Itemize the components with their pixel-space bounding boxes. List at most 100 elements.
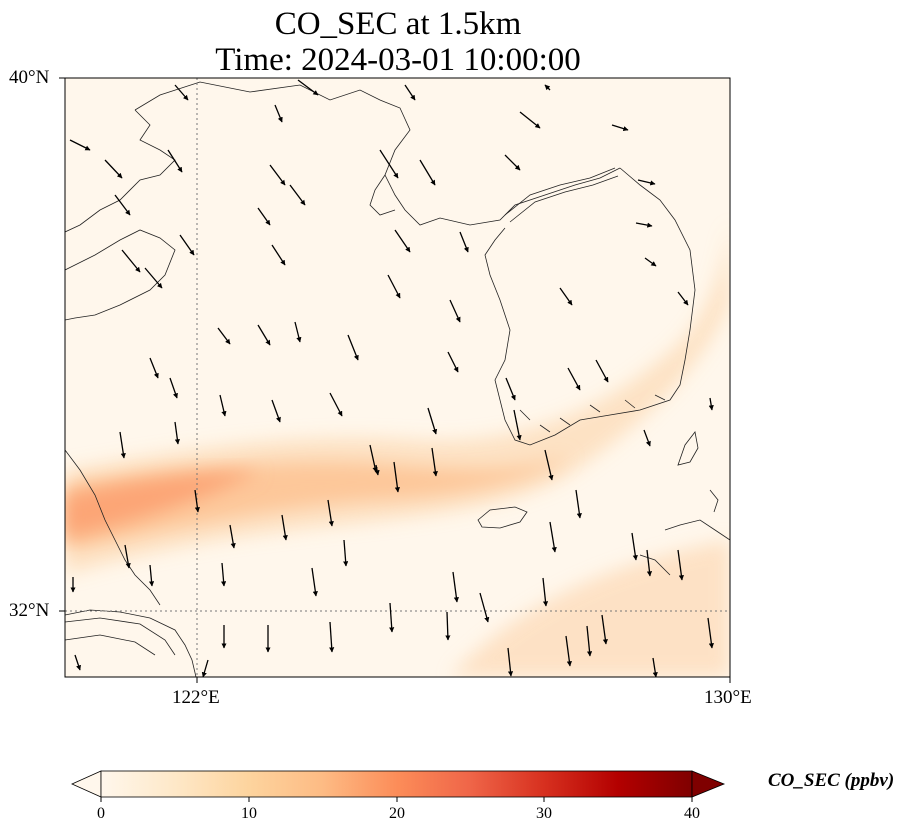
colorbar-extend-max (691, 770, 726, 798)
co-sec-field (65, 220, 730, 677)
colorbar-tick-40: 40 (684, 805, 700, 822)
wind-arrow (174, 421, 180, 445)
wind-arrow (559, 287, 573, 306)
wind-arrow (179, 234, 195, 256)
wind-arrow (447, 351, 459, 373)
wind-arrow (281, 514, 288, 541)
wind-arrow (586, 625, 593, 657)
wind-arrow (513, 409, 522, 441)
lat-label-32n: 32°N (9, 600, 50, 621)
wind-arrow (431, 447, 438, 477)
wind-arrow (311, 567, 318, 597)
tsushima-island (677, 431, 699, 466)
wind-arrow (393, 461, 400, 493)
lat-label-40n: 40°N (9, 67, 50, 88)
wind-arrow (124, 544, 131, 569)
wind-arrow (505, 377, 516, 401)
wind-arrow (343, 539, 349, 567)
liaodong-peninsula-tip (369, 174, 396, 216)
yalu-river (504, 167, 619, 223)
wind-arrow (677, 549, 684, 581)
wind-arrow (652, 657, 658, 677)
china-east-coast (65, 449, 197, 677)
wind-arrow (507, 647, 514, 677)
wind-arrow (149, 357, 159, 379)
wind-arrow (445, 611, 451, 641)
wind-arrow (289, 184, 306, 206)
colorbar-tick-0: 0 (97, 805, 105, 822)
wind-arrow (504, 154, 521, 171)
colorbar-extend-min (71, 770, 102, 798)
wind-arrow (169, 377, 178, 399)
colorbar-gradient (100, 770, 693, 798)
map-ticks (59, 77, 731, 683)
colorbar-label: CO_SEC (ppbv) (768, 770, 895, 791)
wind-arrow (635, 222, 653, 228)
wind-arrow (271, 244, 286, 266)
wind-arrow (121, 249, 141, 273)
wind-arrow (347, 334, 359, 361)
wind-arrow (601, 614, 608, 645)
korea-west-coast (484, 167, 696, 446)
wind-arrow (449, 299, 461, 323)
wind-arrow (329, 392, 343, 417)
wind-arrow (271, 399, 281, 423)
wind-arrow (69, 139, 91, 151)
wind-arrow (708, 397, 714, 411)
wind-arrow (544, 84, 551, 91)
chart-subtitle: Time: 2024-03-01 10:00:00 (215, 42, 581, 78)
map-area (65, 78, 730, 677)
wind-arrow (257, 207, 271, 226)
wind-arrow (643, 429, 651, 447)
wind-arrow (427, 407, 438, 435)
wind-arrow (519, 111, 541, 129)
wind-arrow (595, 359, 609, 383)
wind-arrow (201, 659, 209, 677)
wind-arrow (274, 104, 283, 123)
wind-arrow (114, 194, 131, 216)
wind-arrow (294, 321, 302, 343)
wind-arrow (174, 84, 189, 101)
wind-arrow (394, 229, 411, 253)
wind-arrow (257, 324, 271, 346)
wind-arrow (419, 159, 436, 186)
kyushu-coast (639, 489, 730, 576)
wind-arrow (387, 274, 401, 299)
lon-label-122e: 122°E (172, 687, 220, 708)
wind-arrow (567, 367, 581, 391)
wind-arrow (677, 291, 689, 306)
wind-arrow (644, 257, 657, 267)
wind-arrow (542, 577, 549, 607)
korea-islands (519, 394, 666, 433)
wind-arrow (404, 84, 416, 101)
wind-arrow (544, 449, 554, 481)
wind-arrow (631, 532, 638, 561)
wind-arrow (119, 431, 126, 459)
wind-arrow (74, 654, 81, 671)
chart-title: CO_SEC at 1.5km (274, 6, 522, 42)
shandong-coast (65, 229, 176, 321)
wind-vectors (69, 79, 714, 677)
colorbar-tick-10: 10 (241, 805, 257, 822)
jeju-island (477, 506, 528, 529)
wind-arrow (479, 592, 490, 623)
map-frame (64, 77, 731, 678)
colorbar-tick-20: 20 (389, 805, 405, 822)
wind-arrow (329, 621, 335, 653)
wind-arrow (194, 489, 200, 513)
wind-arrow (269, 164, 286, 186)
yangtze-estuary (65, 617, 176, 656)
wind-arrow (646, 549, 653, 577)
wind-arrow (459, 231, 469, 253)
wind-arrow (637, 179, 656, 186)
wind-arrow (144, 267, 163, 289)
wind-arrow (148, 564, 155, 587)
wind-arrow (611, 124, 629, 132)
wind-arrow (575, 489, 582, 519)
wind-arrow (389, 602, 395, 633)
wind-arrow (452, 571, 459, 603)
wind-arrow (229, 524, 236, 549)
colorbar-tick-30: 30 (536, 805, 552, 822)
wind-arrow (219, 394, 227, 417)
